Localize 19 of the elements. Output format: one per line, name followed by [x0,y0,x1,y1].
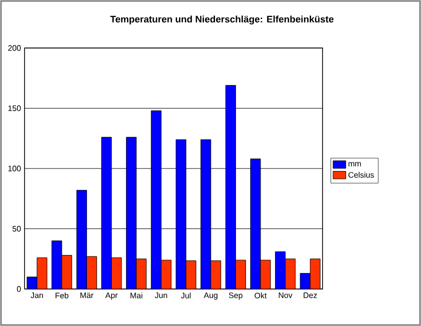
bar [275,251,286,289]
bar [62,255,72,289]
bar [300,273,310,289]
bar [310,258,320,289]
bar [52,240,62,289]
bar [210,260,222,289]
bar [101,136,112,289]
bar [235,260,246,289]
bar [285,258,296,289]
bar [150,110,162,289]
bar [160,260,172,289]
bar [76,190,87,289]
bar [136,258,147,289]
chart-title: Temperaturen und Niederschläge: Elfenbeinküste [110,16,334,24]
bar [250,158,261,289]
bar [200,139,212,289]
bar [225,85,236,289]
bar [126,136,137,289]
bar [86,256,97,289]
